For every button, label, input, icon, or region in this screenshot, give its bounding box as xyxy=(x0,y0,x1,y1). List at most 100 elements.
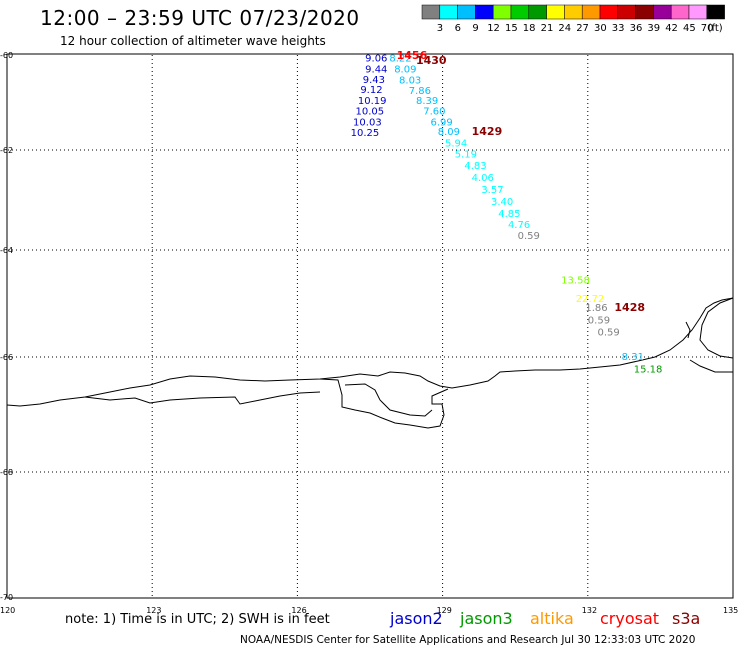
coast-east-lower xyxy=(689,359,733,373)
color-scale-label: 30 xyxy=(594,23,607,34)
color-scale-label: 36 xyxy=(630,23,643,34)
legend-cryosat: cryosat xyxy=(600,609,660,628)
coast-east-loop xyxy=(699,297,734,359)
color-swatch xyxy=(528,4,547,20)
color-scale-unit: (ft) xyxy=(708,23,723,34)
coast-inlet-west xyxy=(84,391,321,405)
swh-value: 6.99 xyxy=(431,118,453,129)
legend-s3a: s3a xyxy=(672,609,701,628)
color-swatch xyxy=(421,4,441,20)
swh-value: 10.05 xyxy=(355,107,384,118)
color-swatch xyxy=(439,4,458,20)
color-swatch xyxy=(670,4,690,20)
axis-labels: 120 123 126 129 132 135 -60 -62 -64 -66 -68 -70 xyxy=(0,51,738,615)
pass-time: 1456 xyxy=(397,49,428,62)
swh-value: 0.59 xyxy=(588,316,610,327)
pass-time: 1429 xyxy=(472,125,503,138)
color-scale-label: 39 xyxy=(647,23,660,34)
coastline xyxy=(6,297,734,429)
color-swatch xyxy=(546,4,565,20)
color-swatch xyxy=(706,4,725,20)
lon-tick-label: 126 xyxy=(291,606,306,615)
map-title: 12:00 – 23:59 UTC 07/23/2020 xyxy=(40,6,360,30)
lon-tick-label: 123 xyxy=(146,606,161,615)
swh-value: 9.44 xyxy=(365,64,387,75)
swh-value: 22.72 xyxy=(576,294,605,305)
swh-value: 10.03 xyxy=(353,118,382,129)
swh-value: 3.57 xyxy=(481,185,503,196)
lon-tick-label: 135 xyxy=(723,606,738,615)
swh-value: 7.86 xyxy=(409,86,431,97)
color-scale-label: 33 xyxy=(612,23,625,34)
legend-altika: altika xyxy=(530,609,574,628)
swh-value: 10.25 xyxy=(351,128,380,139)
color-scale-label: 12 xyxy=(487,23,500,34)
legend-jason2: jason2 xyxy=(390,609,443,628)
color-swatch xyxy=(599,4,619,20)
lat-tick-label: -68 xyxy=(0,468,13,477)
color-scale-label: 18 xyxy=(523,23,536,34)
swh-value: 3.40 xyxy=(491,197,513,208)
swh-value: 0.59 xyxy=(597,327,619,338)
swh-value: 4.85 xyxy=(498,209,520,220)
color-swatch xyxy=(688,4,708,20)
color-swatch xyxy=(475,4,494,20)
swh-value: 4.06 xyxy=(472,173,494,184)
color-scale-label: 15 xyxy=(505,23,518,34)
gridlines xyxy=(8,55,732,597)
color-swatch xyxy=(510,4,530,20)
footer-credit: NOAA/NESDIS Center for Satellite Applica… xyxy=(240,634,696,646)
swh-value: 5.19 xyxy=(455,150,477,161)
color-scale-label: 27 xyxy=(576,23,589,34)
swh-value: 7.60 xyxy=(423,107,445,118)
coast-ice-tongue xyxy=(344,383,433,417)
lat-tick-label: -62 xyxy=(0,146,13,155)
map-subtitle: 12 hour collection of altimeter wave hei… xyxy=(60,34,326,48)
color-scale-label: 45 xyxy=(683,23,696,34)
lat-tick-label: -70 xyxy=(0,593,13,602)
color-scale-label: 9 xyxy=(472,23,478,34)
lat-tick-label: -60 xyxy=(0,51,13,60)
swh-value: 8.09 xyxy=(438,127,460,138)
color-swatch xyxy=(581,4,601,20)
footer-note: note: 1) Time is in UTC; 2) SWH is in fe… xyxy=(65,612,330,627)
color-swatch xyxy=(635,4,654,20)
color-scale-bar: 3 6 9 12 15 18 21 24 27 30 33 36 39 42 45 70(ft) xyxy=(421,4,725,34)
swh-value: 0.59 xyxy=(518,231,540,242)
pass-time: 1428 xyxy=(614,301,645,314)
swh-value: 9.43 xyxy=(363,75,385,86)
swh-value: 10.19 xyxy=(358,96,387,107)
swh-value: 4.83 xyxy=(464,161,486,172)
swh-value: 4.76 xyxy=(508,220,530,231)
lon-tick-label: 132 xyxy=(582,606,597,615)
color-scale-label: 6 xyxy=(455,23,461,34)
swh-value: 8.39 xyxy=(416,96,438,107)
lat-tick-label: -66 xyxy=(0,353,13,362)
pass-time: 1430 xyxy=(416,54,447,67)
lat-tick-label: -64 xyxy=(0,246,13,255)
color-scale-label: 70 xyxy=(701,23,714,34)
coast-inlet-glacier xyxy=(319,378,449,429)
swh-value: 9.06 xyxy=(365,53,387,64)
color-scale-label: 24 xyxy=(558,23,571,34)
color-swatch xyxy=(653,4,672,20)
plot-frame xyxy=(6,53,734,599)
color-swatch xyxy=(564,4,583,20)
legend-jason3: jason3 xyxy=(460,609,513,628)
lon-tick-label: 129 xyxy=(437,606,452,615)
color-swatch xyxy=(457,4,476,20)
color-swatch xyxy=(492,4,512,20)
swh-value: 5.94 xyxy=(445,138,467,149)
swh-value: 9.12 xyxy=(360,85,382,96)
swh-value: 13.58 xyxy=(561,275,590,286)
swh-value: 1.86 xyxy=(585,303,607,314)
color-scale-label: 3 xyxy=(437,23,443,34)
swh-value: 15.18 xyxy=(634,365,663,376)
antarctic-coastline xyxy=(6,297,734,407)
coast-east-tip xyxy=(685,321,691,339)
color-scale-label: 42 xyxy=(665,23,678,34)
swh-value: 8.09 xyxy=(394,64,416,75)
